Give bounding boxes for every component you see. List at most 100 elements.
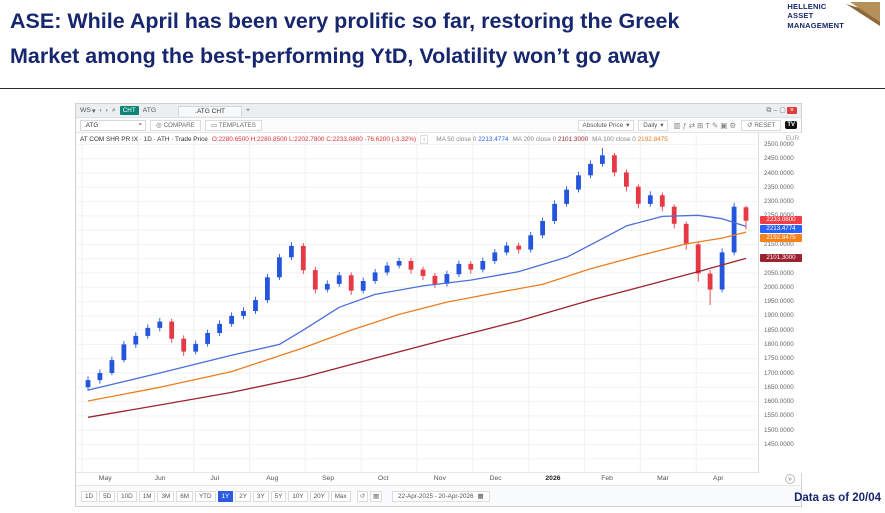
templates-button[interactable]: ▭ TEMPLATES [204,119,262,131]
date-range-picker[interactable]: 22-Apr-2025 - 20-Apr-2026 ▦ [391,490,490,502]
range-3y-button[interactable]: 3Y [252,490,269,502]
ma-legend-value: 2213.4774 [478,136,509,143]
nav-forward-button[interactable]: › [105,107,108,114]
date-range-value: 22-Apr-2025 - 20-Apr-2026 [397,492,474,500]
nav-back-button[interactable]: ‹ [99,107,102,114]
compare-button[interactable]: ◎ COMPARE [150,119,201,131]
ma-legend-label: MA 200 close 0 [512,136,558,143]
legend-instrument: AT COM SHR PR IX · 1D · ATH · Trade Pric… [80,136,208,143]
range-5y-button[interactable]: 5Y [270,490,287,502]
range-1m-button[interactable]: 1M [138,490,156,502]
chart-tab[interactable]: .ATG CHT [178,105,242,116]
price-tick-label: 2000.0000 [764,283,794,291]
search-icon[interactable]: ⌕ [111,106,116,114]
workspace-menu-label: WS [80,107,91,114]
chart-window: WS ▾ ‹ › ⌕ CHT ATG .ATG CHT + ⧉ – ▢ × .ATG … [75,103,803,507]
range-20y-button[interactable]: 20Y [309,490,329,502]
price-mode-select[interactable]: Absolute Price ▾ [577,119,635,131]
candlestick-chart[interactable] [76,133,758,473]
page-title: ASE: While April has been very prolific … [10,4,790,74]
logo-line-1: HELLENIC [787,2,827,11]
time-axis-label: Jun [154,475,166,482]
templates-icon: ▭ [210,121,217,129]
time-axis-label: Oct [377,475,389,482]
ma-legend-item: MA 200 close 0 2101.3000 [512,136,588,143]
titlebar-symbol: ATG [142,107,157,114]
price-axis[interactable]: EUR 2500.0000 2450.0000 2400.0000 2350.0000… [758,133,803,473]
time-axis-label: Sep [322,475,335,482]
time-axis[interactable]: » May Jun Jul Aug Sep Oct Nov Dec 2026 Feb Mar Apr [76,473,801,486]
time-axis-label: Dec [489,475,502,482]
price-badge: 2213.4774 [760,225,802,234]
title-divider [0,88,885,89]
symbol-input[interactable]: .ATG ⌕ [80,119,146,131]
price-tick-label: 2250.0000 [764,212,794,219]
price-tick-label: 1800.0000 [764,340,794,348]
range-ytd-button[interactable]: YTD [194,490,216,502]
price-tick-label: 1900.0000 [764,312,794,320]
chart-settings-icon[interactable]: ▦ [369,490,382,502]
company-logo: HELLENIC ASSET MANAGEMENT [787,2,880,34]
range-3m-button[interactable]: 3M [157,490,175,502]
interval-select[interactable]: Daily ▾ [638,119,669,131]
legend-collapse-button[interactable]: ‹ [420,135,429,144]
price-tick-label: 2450.0000 [764,155,794,163]
price-tick-label: 1650.0000 [764,383,794,391]
symbol-input-value: .ATG [84,121,99,129]
range-10d-button[interactable]: 10D [117,490,137,502]
price-tick-label: 1600.0000 [764,398,794,406]
popout-icon[interactable]: ⧉ [766,107,772,114]
indicators-icon[interactable]: ƒ [682,120,687,130]
range-button-group: 1D 5D 10D 1M 3M 6M YTD 1Y 2Y 3Y 5Y 10Y 20Y Max [81,490,351,502]
chart-plot-area[interactable]: AT COM SHR PR IX · 1D · ATH · Trade Pric… [76,133,803,473]
window-titlebar: WS ▾ ‹ › ⌕ CHT ATG .ATG CHT + ⧉ – ▢ × [76,104,801,118]
chart-type-icon[interactable]: ▥ [673,120,681,130]
price-badge: 2101.3000 [760,253,802,262]
reset-button[interactable]: ↺ RESET [741,119,782,131]
bottombar-icon-group: ↺ ▦ [356,490,382,502]
search-icon: ⌕ [138,121,142,128]
new-tab-button[interactable]: + [246,107,250,114]
maximize-icon[interactable]: ▢ [779,107,786,114]
scroll-to-recent-button[interactable]: » [785,474,795,484]
range-2y-button[interactable]: 2Y [235,490,251,502]
draw-tool-icon[interactable]: ✎ [711,120,719,130]
range-5d-button[interactable]: 5D [99,490,116,502]
range-1y-button[interactable]: 1Y [217,490,234,502]
price-tick-label: 1750.0000 [764,355,794,363]
range-6m-button[interactable]: 6M [176,490,193,502]
price-tick-label: 1550.0000 [764,412,794,420]
close-icon[interactable]: × [786,107,797,114]
price-tick-label: 1950.0000 [764,298,794,306]
range-max-button[interactable]: Max [330,490,351,502]
time-axis-label: Jul [210,475,220,482]
minimize-icon[interactable]: – [773,107,778,114]
toolbar-icon-cluster: ▥ ƒ ⇄ ⊞ T ✎ ▣ ⚙ [672,121,737,130]
price-mode-value: Absolute Price [582,121,624,129]
refresh-icon[interactable]: ↺ [356,490,368,502]
tradingview-logo: TV [785,121,797,129]
price-tick-label: 1700.0000 [764,369,794,377]
range-10y-button[interactable]: 10Y [288,490,308,502]
chart-toolbar: .ATG ⌕ ◎ COMPARE ▭ TEMPLATES Absolute Pr… [76,118,801,133]
grid-layout-icon[interactable]: ⊞ [697,120,704,130]
price-badge: 2233.0800 [760,216,802,225]
data-as-of-note: Data as of 20/04 [794,492,881,504]
ma-legend-item: MA 100 close 0 2192.8475 [592,136,668,143]
legend-ohlc: O:2280.6500 H:2280.8500 L:2202.7800 C:22… [211,136,417,143]
calendar-icon: ▦ [477,492,484,500]
ma-legend-label: MA 100 close 0 [592,136,638,143]
time-axis-label: Aug [266,475,279,482]
reset-label: RESET [754,121,776,129]
text-tool-icon[interactable]: T [705,120,710,130]
range-1d-button[interactable]: 1D [81,490,98,502]
currency-label: EUR [785,135,799,142]
compare-arrows-icon[interactable]: ⇄ [688,120,696,130]
price-tick-label: 2500.0000 [764,140,794,148]
settings-icon[interactable]: ⚙ [729,120,737,130]
interval-value: Daily [643,121,658,129]
ma-legend-item: MA 50 close 0 2213.4774 [436,136,508,143]
price-tick-label: 1850.0000 [764,326,794,334]
snapshot-icon[interactable]: ▣ [720,120,728,130]
workspace-menu[interactable]: WS ▾ [80,107,95,115]
